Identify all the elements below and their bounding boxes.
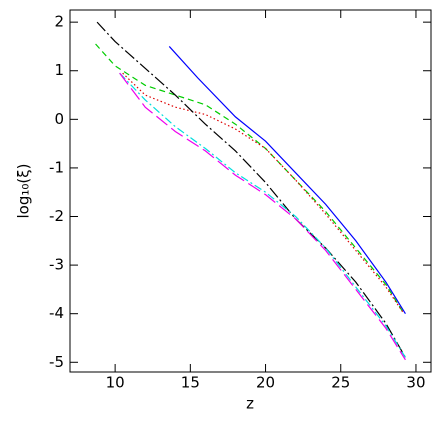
y-tick-label: 2: [54, 13, 64, 31]
x-tick-label: 25: [331, 374, 350, 392]
y-tick-label: -1: [49, 158, 64, 176]
series-line: [122, 72, 405, 315]
x-tick-label: 20: [256, 374, 275, 392]
y-tick-label: -5: [49, 353, 64, 371]
y-tick-label: -2: [49, 207, 64, 225]
x-tick-label: 30: [406, 374, 425, 392]
series-line: [95, 43, 405, 315]
y-tick-label: 0: [54, 110, 64, 128]
series-line: [96, 21, 406, 358]
series-line: [119, 72, 406, 361]
y-tick-label: 1: [54, 61, 64, 79]
y-tick-label: -3: [49, 256, 64, 274]
plot-frame: [69, 9, 432, 373]
series-line: [119, 72, 406, 358]
series-line: [168, 46, 406, 315]
x-tick-label: 15: [181, 374, 200, 392]
y-tick-label: -4: [49, 304, 64, 322]
x-axis-label: z: [246, 395, 254, 413]
y-axis-label: log₁₀(ξ): [15, 164, 33, 219]
x-tick-label: 10: [106, 374, 125, 392]
